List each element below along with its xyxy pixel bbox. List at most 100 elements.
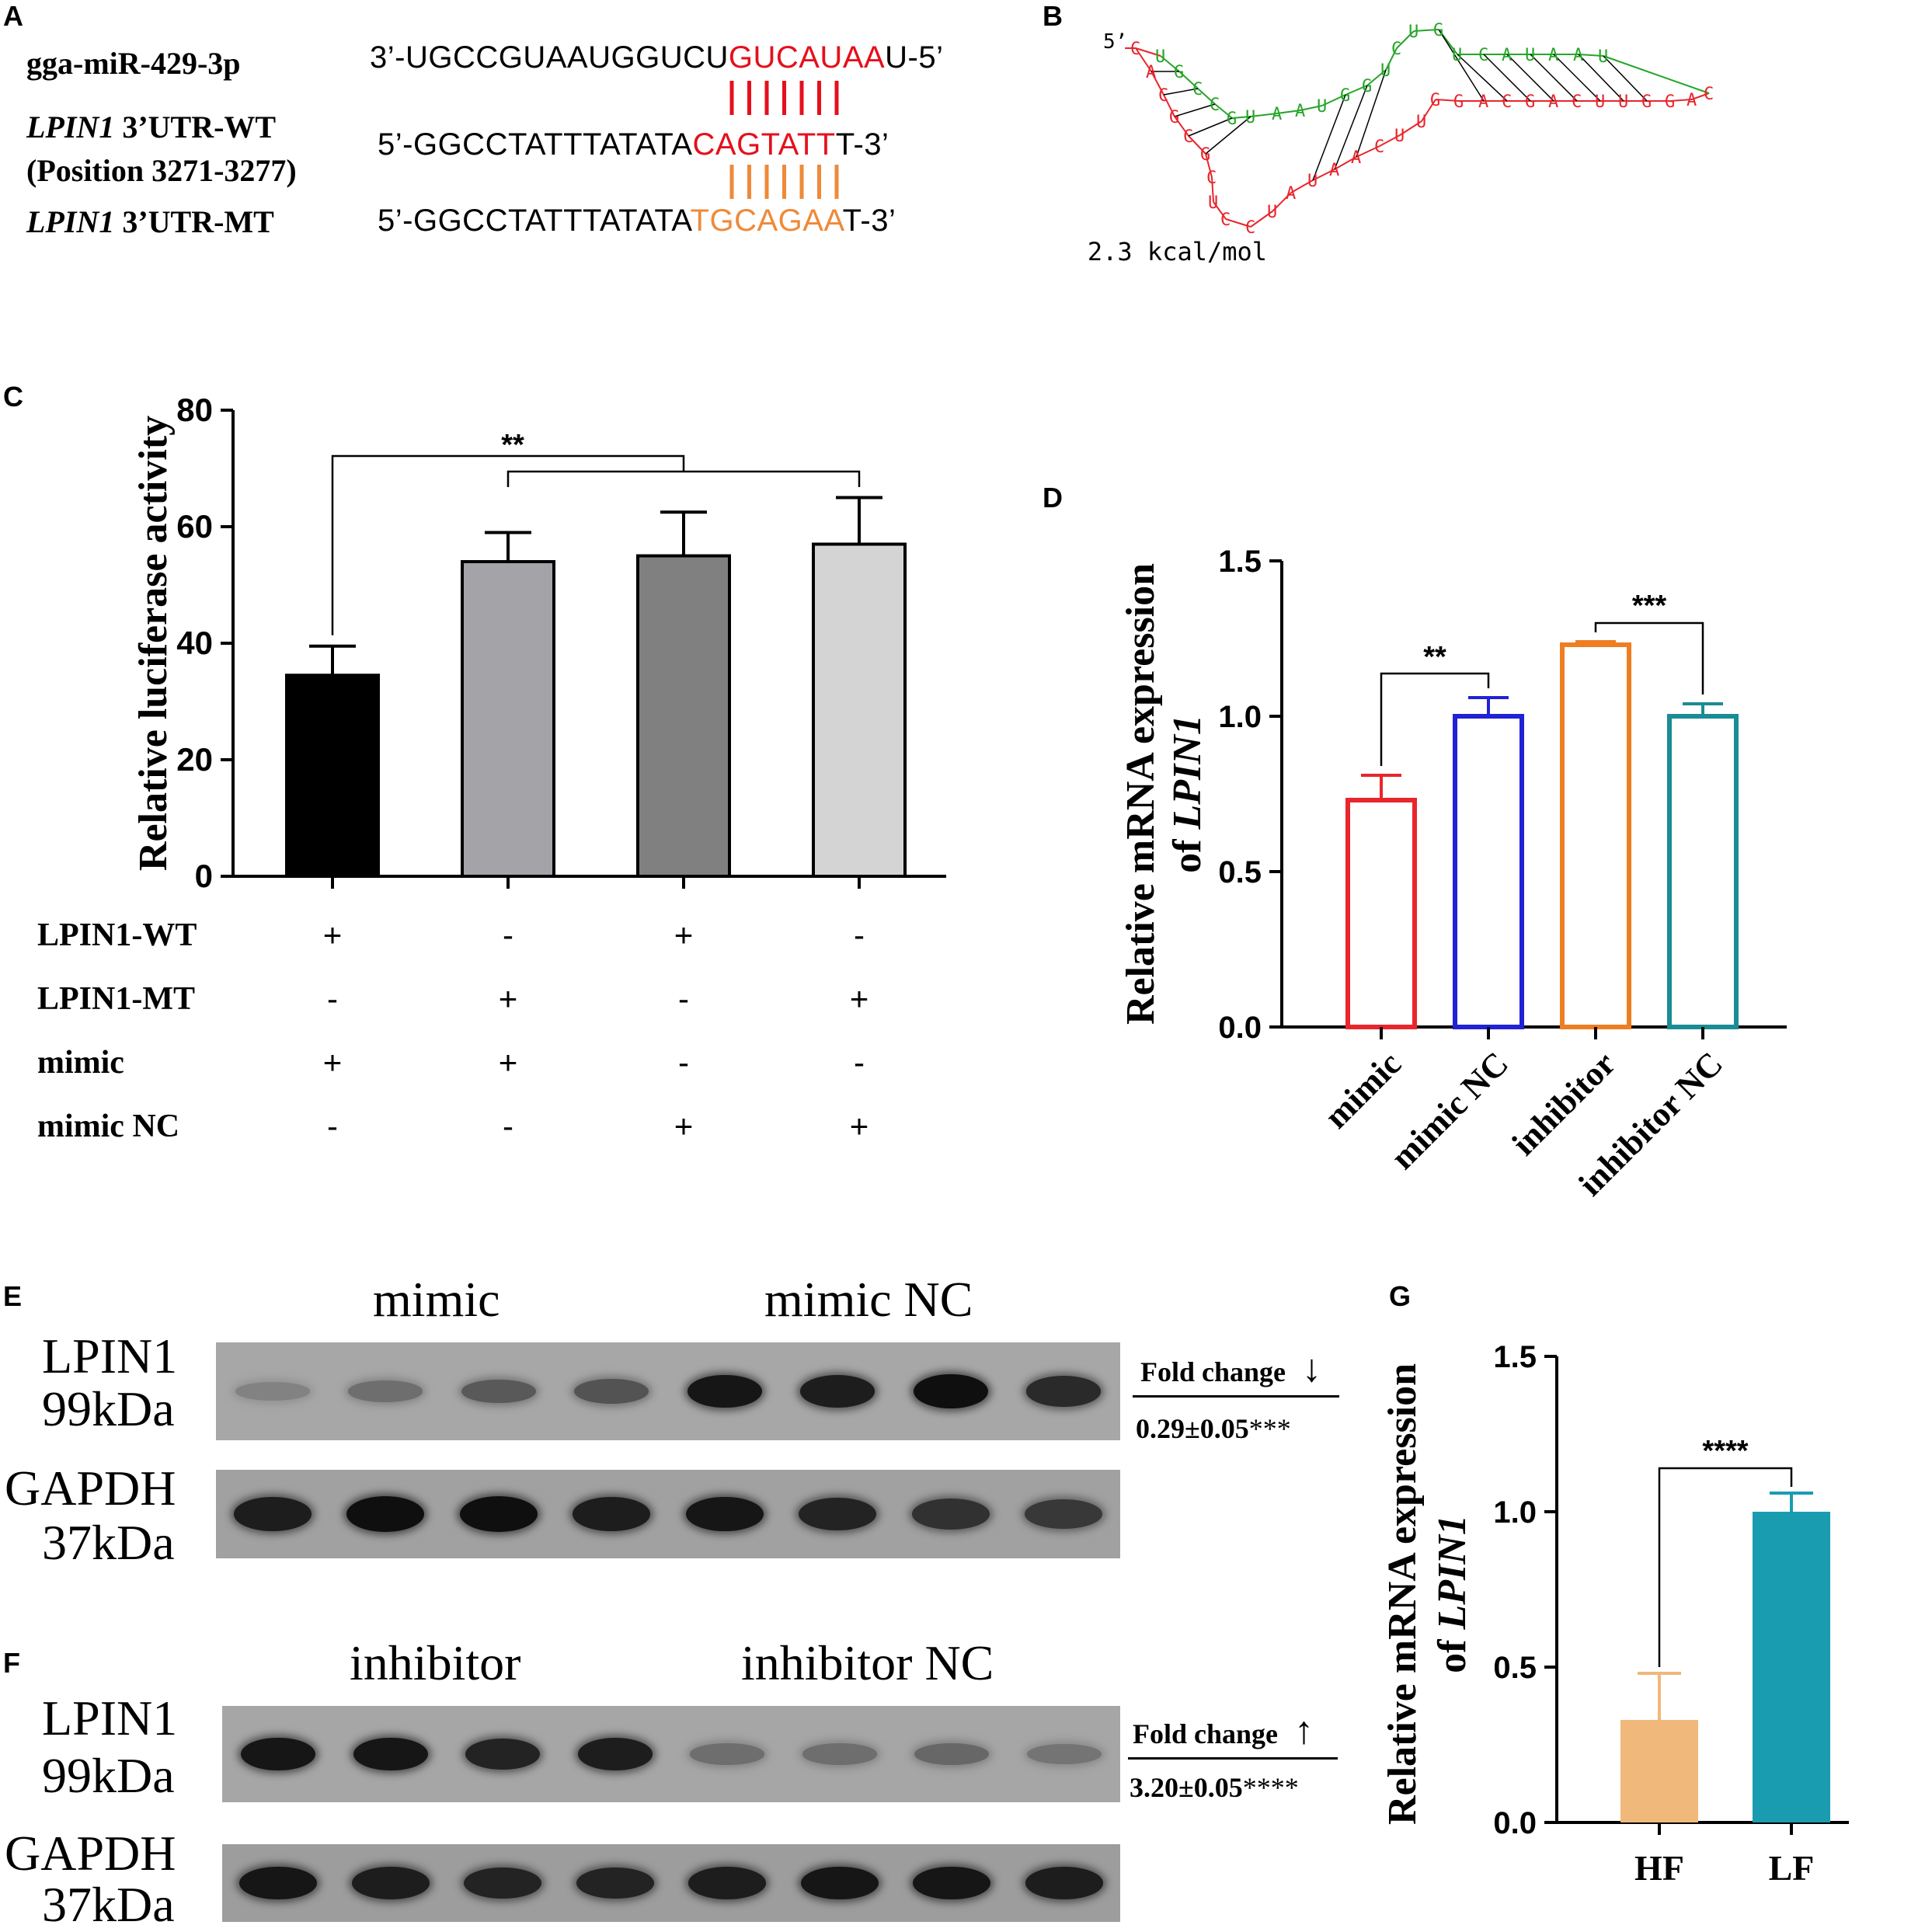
nucleotide-mirna: U [1155, 47, 1165, 67]
nucleotide-target: G [1430, 91, 1440, 110]
y-axis-label-of: of [1430, 1630, 1474, 1673]
nucleotide-target: C [1130, 40, 1140, 59]
backbone-segment [1578, 54, 1604, 57]
y-tick-label: 1.5 [1493, 1340, 1537, 1374]
wt-label: LPIN1 3’UTR-WT [26, 109, 276, 145]
backbone-segment [1691, 92, 1710, 100]
wb-f-fold-arrow: ↑ [1294, 1708, 1314, 1752]
pairing-lines-mt [729, 165, 839, 199]
backbone-segment [1205, 153, 1213, 178]
mirna-seq-pre: 3’-UGCCGUAAUGGUCU [370, 40, 729, 75]
bar [812, 542, 907, 878]
x-tick-label: mimic NC [1384, 1044, 1516, 1176]
panel-letter-c: C [3, 381, 23, 413]
condition-label-mimic: mimic [37, 1045, 124, 1081]
backbone-segment [1334, 156, 1357, 170]
blot-band [577, 1738, 653, 1770]
nucleotide-target: C [1220, 211, 1231, 230]
y-axis-label-line2: of LPIN1 [1165, 715, 1210, 873]
sign-mimic-nc-3: + [674, 1108, 694, 1144]
x-tick-label: HF [1634, 1848, 1684, 1888]
backbone-segment [1213, 201, 1227, 220]
sign-mimic-2: + [498, 1044, 518, 1081]
nucleotide-mirna: A [1295, 102, 1305, 121]
wb-f-lpin1-blot [222, 1706, 1120, 1802]
sign-wt-3: + [674, 917, 694, 953]
panel-letter-f: F [3, 1647, 20, 1679]
sign-mt-2: + [498, 980, 518, 1017]
backbone-segment [1135, 47, 1152, 72]
blot-band [574, 1379, 649, 1404]
backbone-segment [1250, 113, 1278, 117]
nucleotide-target: C [1704, 85, 1714, 104]
blot-band [235, 1382, 310, 1401]
wb-f-fold-label: Fold change ↑ [1133, 1707, 1314, 1753]
blot-band [576, 1867, 654, 1899]
wb-e-fold-text: Fold change [1140, 1356, 1286, 1387]
wb-f-group1: inhibitor [350, 1635, 521, 1690]
base-pair-line [1578, 54, 1624, 102]
base-pair-line [1483, 54, 1531, 102]
nucleotide-mirna: U [1380, 61, 1391, 81]
blot-band [913, 1374, 988, 1408]
nucleotide-target: A [1351, 148, 1361, 168]
backbone-segment [1379, 134, 1401, 147]
backbone-segment [1312, 169, 1335, 181]
x-tick-label: mimic [1317, 1044, 1408, 1136]
bar [1453, 714, 1524, 1029]
nucleotide-target: G [1169, 108, 1179, 127]
blot-band [351, 1867, 430, 1899]
blot-band [687, 1374, 762, 1408]
backbone-segment [1225, 218, 1251, 228]
blot-band [1025, 1867, 1103, 1899]
base-pair-line [1356, 69, 1387, 158]
mt-seq-seed: TGCAGAA [690, 204, 843, 238]
nucleotide-mirna: A [1548, 46, 1558, 65]
base-pair-line [1174, 103, 1216, 117]
wb-e-fold-arrow: ↓ [1302, 1346, 1322, 1390]
wb-f-control-kda: 37kDa [42, 1877, 175, 1932]
nucleotide-mirna: A [1573, 46, 1583, 65]
sig-bracket [1658, 1467, 1793, 1667]
sign-mimic-1: + [322, 1044, 343, 1081]
sig-bracket-2 [1594, 621, 1704, 694]
wb-e-control: GAPDH [5, 1460, 176, 1516]
pairing-lines-wt [729, 81, 839, 115]
base-pair-line [1553, 54, 1601, 102]
blot-band [800, 1866, 879, 1900]
sign-mt-1: - [327, 980, 338, 1017]
condition-label-mt: LPIN1-MT [37, 981, 195, 1017]
wt-seq-pre: 5’-GGCCTATTTATATA [378, 127, 693, 162]
bar [1345, 798, 1417, 1029]
base-pair-line [1205, 116, 1251, 155]
mt-seq-post: T-3’ [842, 204, 896, 238]
nucleotide-target: A [1329, 161, 1339, 180]
backbone-segment [1345, 85, 1368, 96]
blot-band [241, 1737, 316, 1771]
wb-e-fold-value: 0.29±0.05 [1136, 1413, 1249, 1444]
base-pair-line [1603, 55, 1648, 102]
nucleotide-target: G [1641, 92, 1652, 112]
sig-label-2: *** [1632, 590, 1667, 622]
nucleotide-mirna: C [1478, 46, 1488, 65]
pairing-lines [729, 81, 839, 199]
nucleotide-target: C [1245, 218, 1255, 238]
base-pair-line [1530, 54, 1578, 102]
nucleotide-target: C [1158, 86, 1168, 106]
nucleotide-target: U [1307, 172, 1318, 191]
nucleotide-mirna: A [1272, 105, 1282, 124]
wb-f-fold-value: 3.20±0.05 [1130, 1772, 1243, 1803]
nucleotide-mirna: U [1245, 108, 1255, 127]
wt-gene: LPIN1 [26, 110, 115, 144]
backbone-segment [1211, 176, 1214, 203]
blot-band [690, 1743, 765, 1765]
condition-label-mimic-nc: mimic NC [37, 1109, 180, 1144]
backbone-segment [1231, 116, 1251, 119]
blot-band [914, 1742, 990, 1766]
sign-mimic-nc-1: - [327, 1108, 338, 1144]
nucleotide-target: U [1618, 92, 1628, 112]
backbone-segment [1603, 55, 1710, 94]
mirna-seq-post: U-5’ [885, 40, 944, 75]
